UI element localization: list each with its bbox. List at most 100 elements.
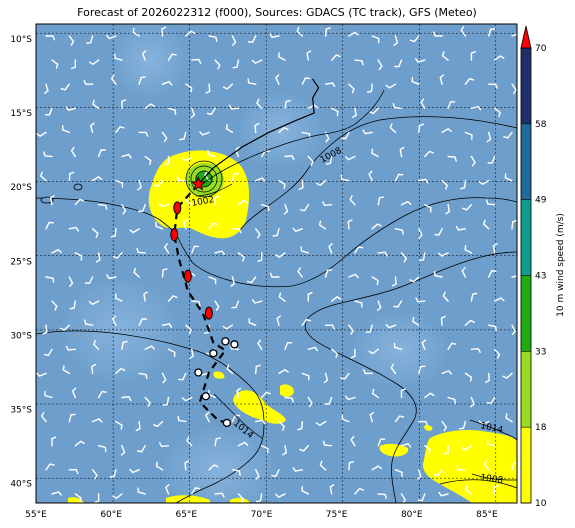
wind-barb: [324, 131, 330, 143]
wind-barb: [504, 173, 513, 182]
plot-area: 1008 1002 1014 1014 1008: [36, 24, 517, 503]
wind-barb: [424, 392, 435, 399]
wind-barb: [163, 243, 170, 254]
wind-barb: [511, 324, 516, 336]
wind-barb: [36, 372, 47, 377]
wind-barb: [162, 396, 170, 406]
wind-barb: [120, 445, 126, 456]
wind-barb: [97, 149, 106, 158]
wind-barb: [324, 269, 333, 278]
wind-barb: [348, 83, 355, 94]
wind-barb: [138, 372, 148, 380]
wind-barb: [189, 348, 194, 359]
wind-barb: [109, 469, 117, 478]
wind-barb: [275, 74, 280, 85]
wind-barb: [505, 413, 513, 423]
wind-barb: [161, 323, 173, 328]
wind-barb: [261, 445, 269, 454]
wind-barb: [60, 83, 70, 91]
lat-tick-label: 30°S: [10, 331, 32, 341]
wind-barb: [377, 251, 388, 257]
wind-barb: [177, 415, 187, 423]
wind-barb: [443, 445, 449, 455]
wind-barb: [350, 435, 356, 447]
wind-barb: [111, 315, 117, 326]
wind-barb: [394, 415, 405, 423]
wind-barb: [330, 296, 342, 302]
wind-barb: [278, 179, 286, 189]
wind-barb: [316, 179, 327, 187]
colorbar-segment: [521, 427, 531, 503]
wind-barb: [214, 59, 221, 70]
wind-barb: [301, 131, 311, 139]
wind-barb: [368, 348, 379, 355]
wind-barb: [503, 131, 513, 139]
wind-barb: [237, 493, 245, 503]
wind-barb: [229, 344, 240, 350]
wind-barb: [399, 146, 405, 158]
wind-barb: [95, 252, 101, 263]
wind-barb: [167, 53, 177, 61]
island-reunion: [40, 196, 54, 204]
wind-barb: [424, 445, 432, 455]
wind-barb: [511, 83, 517, 94]
wind-barb: [59, 324, 70, 331]
wind-barb: [329, 484, 335, 495]
wind-barb: [350, 348, 356, 359]
wind-barb: [300, 204, 309, 212]
wind-barb: [307, 155, 314, 166]
wind-barb: [191, 58, 202, 64]
wind-barb: [207, 149, 216, 158]
lat-tick-label: 40°S: [10, 480, 32, 490]
colorbar-tick-label: 58: [535, 120, 547, 130]
wind-barb: [409, 276, 420, 283]
wind-barb: [418, 228, 423, 239]
wind-barb: [318, 220, 327, 230]
wind-barb: [354, 59, 364, 66]
wind-barb: [324, 82, 336, 88]
wind-barb: [470, 155, 476, 167]
wind-barb: [371, 465, 382, 471]
wind-barb: [255, 228, 261, 239]
wind-barb: [110, 228, 117, 238]
wind-barb: [214, 437, 221, 447]
wind-barb: [68, 226, 79, 232]
lon-tick-label: 60°E: [100, 510, 122, 520]
wind-barb: [225, 124, 234, 134]
wind-barb: [442, 291, 449, 302]
wind-barb: [84, 319, 94, 326]
wind-barb: [416, 469, 422, 480]
tc-forecast-marker-strong: [173, 201, 182, 215]
wind-barb: [411, 76, 420, 85]
wind-barb: [226, 364, 234, 375]
wind-barb: [144, 345, 156, 350]
wind-barb: [377, 493, 387, 499]
wind-barb: [354, 300, 363, 308]
wind-barb: [371, 276, 379, 286]
wind-barb: [45, 221, 54, 230]
wind-barb: [121, 340, 128, 350]
wind-barb: [112, 493, 123, 500]
wind-area-south-2: [280, 384, 294, 397]
wind-barb: [433, 31, 443, 37]
lon-tick-label: 65°E: [175, 510, 197, 520]
wind-barb: [205, 411, 210, 423]
wind-barb: [434, 228, 443, 236]
wind-barb: [418, 420, 428, 426]
wind-barb: [261, 391, 271, 399]
wind-barb: [502, 372, 513, 379]
wind-barb: [393, 35, 399, 46]
wind-area-south: [233, 390, 286, 424]
wind-barb: [83, 79, 94, 85]
colorbar-tick-label: 10: [535, 499, 547, 509]
wind-barb: [247, 78, 257, 85]
wind-barb: [167, 348, 176, 358]
wind-barb: [424, 204, 432, 213]
wind-barb: [424, 150, 434, 158]
wind-barb: [447, 342, 457, 350]
wind-barb: [88, 59, 100, 66]
wind-barb: [340, 372, 350, 380]
wind-barb: [511, 220, 517, 230]
wind-barb: [284, 342, 293, 350]
lat-tick-label: 15°S: [10, 109, 32, 119]
